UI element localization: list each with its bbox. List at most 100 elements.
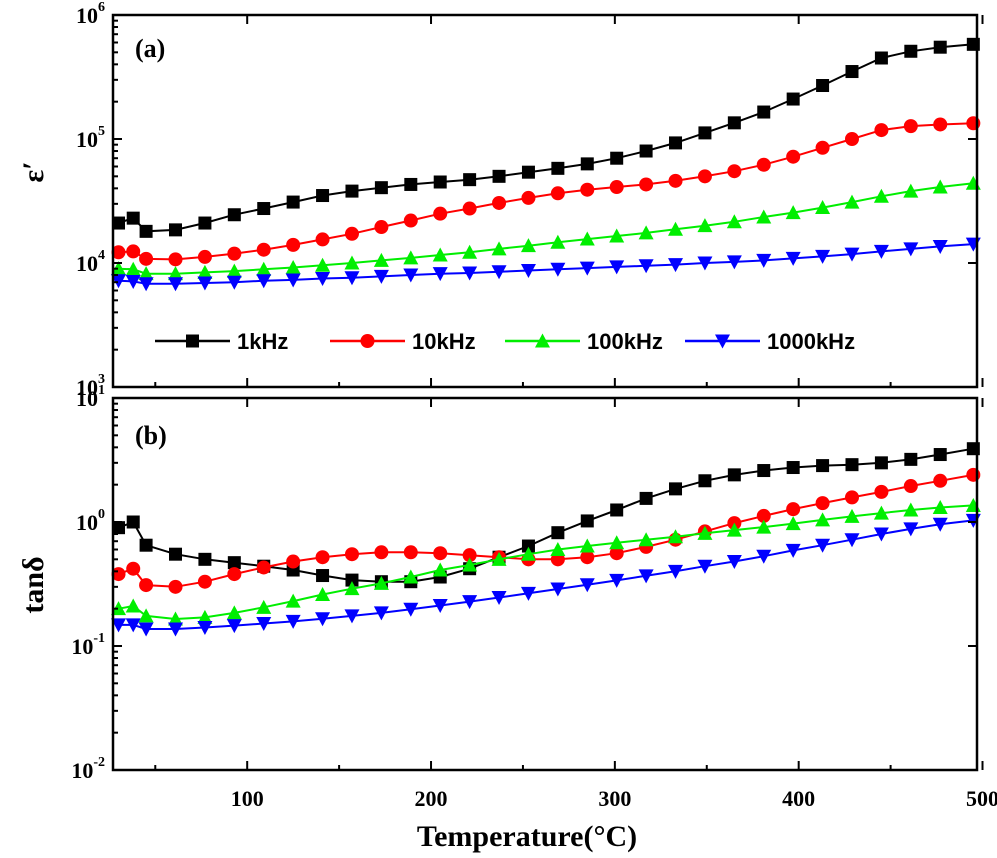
data-point-a-1kHz-12 <box>433 175 447 189</box>
data-point-b-10kHz-29 <box>933 473 948 488</box>
data-point-a-100kHz-23 <box>756 209 772 224</box>
data-point-b-1000kHz-12 <box>432 599 448 614</box>
y-tick-label-b-2: 100 <box>76 507 105 535</box>
data-point-a-100kHz-6 <box>256 261 272 276</box>
x-tick-label-300: 300 <box>598 786 631 811</box>
data-point-a-1kHz-25 <box>816 79 830 93</box>
legend-label-10kHz: 10kHz <box>412 329 476 354</box>
data-point-b-100kHz-17 <box>579 538 595 553</box>
data-point-a-1000kHz-9 <box>344 271 360 286</box>
data-point-b-100kHz-2 <box>138 608 154 623</box>
series-line-b-1kHz <box>118 447 974 583</box>
data-point-a-1000kHz-6 <box>256 274 272 289</box>
data-point-b-1000kHz-21 <box>697 559 713 574</box>
data-point-b-1000kHz-2 <box>138 622 154 637</box>
data-point-a-1000kHz-11 <box>403 268 419 283</box>
data-point-a-10kHz-25 <box>815 140 830 155</box>
panel-a-label: (a) <box>135 34 165 63</box>
data-point-a-1kHz-22 <box>727 116 741 130</box>
data-point-a-1kHz-17 <box>580 157 594 171</box>
data-point-b-1kHz-23 <box>757 464 771 478</box>
data-point-b-1000kHz-14 <box>491 591 507 606</box>
data-point-b-1000kHz-24 <box>785 543 801 558</box>
data-point-a-100kHz-8 <box>315 257 331 272</box>
data-point-a-10kHz-20 <box>668 173 683 188</box>
data-point-b-1kHz-26 <box>845 458 859 472</box>
data-point-a-10kHz-5 <box>227 246 242 261</box>
data-point-b-100kHz-25 <box>815 512 831 527</box>
data-point-a-1000kHz-20 <box>668 258 684 273</box>
data-point-b-1000kHz-4 <box>197 620 213 635</box>
data-point-a-100kHz-4 <box>197 264 213 279</box>
data-point-b-100kHz-28 <box>903 502 919 517</box>
data-point-b-1kHz-9 <box>345 573 359 587</box>
data-point-a-1000kHz-25 <box>815 249 831 264</box>
series-line-a-10kHz <box>118 122 974 261</box>
data-point-b-10kHz-5 <box>227 567 242 582</box>
data-point-a-1kHz-14 <box>492 169 506 183</box>
data-point-a-100kHz-15 <box>520 238 536 253</box>
data-point-a-1000kHz-16 <box>550 262 566 277</box>
data-point-a-10kHz-2 <box>139 251 154 266</box>
data-point-a-1kHz-24 <box>786 92 800 106</box>
y-tick-label-b-3: 101 <box>76 383 105 411</box>
data-point-b-1kHz-21 <box>698 474 712 488</box>
data-point-b-1000kHz-22 <box>726 555 742 570</box>
data-point-a-1kHz-23 <box>757 105 771 119</box>
series-b-1000kHz <box>111 513 981 637</box>
data-point-b-1kHz-25 <box>816 459 830 473</box>
data-point-a-1000kHz-22 <box>726 255 742 270</box>
data-point-b-1kHz-15 <box>521 539 535 553</box>
data-point-b-100kHz-29 <box>932 499 948 514</box>
data-point-b-100kHz-3 <box>168 611 184 626</box>
data-point-a-1000kHz-8 <box>315 271 331 286</box>
data-point-a-1000kHz-26 <box>844 247 860 262</box>
data-point-b-10kHz-3 <box>168 579 183 594</box>
data-point-a-100kHz-26 <box>844 194 860 209</box>
data-point-b-10kHz-27 <box>874 484 889 499</box>
panel-b: 10-2 10-1 100 101 (b) tanδ 100 200 300 400 500 <box>17 383 997 811</box>
data-point-b-1kHz-16 <box>551 526 565 540</box>
data-point-a-10kHz-7 <box>286 237 301 252</box>
data-point-b-1kHz-5 <box>227 556 241 570</box>
data-point-a-1kHz-19 <box>639 144 653 158</box>
data-point-a-1000kHz-13 <box>462 266 478 281</box>
data-point-a-100kHz-29 <box>932 179 948 194</box>
data-point-a-10kHz-3 <box>168 252 183 267</box>
panel-a: 103 104 105 106 (a) ε′ 1kHz 10kHz 100kHz 1000k… <box>17 0 984 400</box>
data-point-a-10kHz-28 <box>903 119 918 134</box>
data-point-a-100kHz-12 <box>432 247 448 262</box>
legend-label-1000kHz: 1000kHz <box>767 329 855 354</box>
data-point-b-100kHz-18 <box>609 535 625 550</box>
data-point-a-10kHz-6 <box>256 242 271 257</box>
series-a-1kHz <box>112 37 980 238</box>
data-point-a-100kHz-14 <box>491 241 507 256</box>
data-point-a-1kHz-4 <box>198 216 212 230</box>
data-point-a-1000kHz-5 <box>226 275 242 290</box>
data-point-b-1000kHz-16 <box>550 582 566 597</box>
data-point-a-10kHz-10 <box>374 220 389 235</box>
data-point-a-1000kHz-7 <box>285 273 301 288</box>
y-tick-label-a-0: 103 <box>76 372 105 400</box>
legend-label-100kHz: 100kHz <box>587 329 663 354</box>
data-point-b-10kHz-25 <box>815 496 830 511</box>
data-point-b-10kHz-24 <box>786 502 801 517</box>
series-a-10kHz <box>111 116 981 267</box>
data-point-a-1000kHz-27 <box>873 244 889 259</box>
data-point-a-1kHz-11 <box>404 177 418 191</box>
data-point-b-1000kHz-25 <box>815 538 831 553</box>
panel-b-label: (b) <box>135 421 167 450</box>
data-point-a-10kHz-23 <box>756 157 771 172</box>
series-a-1000kHz <box>111 237 981 292</box>
data-point-a-10kHz-15 <box>521 190 536 205</box>
data-point-a-10kHz-9 <box>344 226 359 241</box>
data-point-a-100kHz-17 <box>579 231 595 246</box>
legend-marker-1000kHz <box>715 334 730 349</box>
panel-a-ylabel: ε′ <box>17 161 50 182</box>
legend-item-100kHz: 100kHz <box>505 329 663 354</box>
data-point-b-1000kHz-10 <box>373 606 389 621</box>
data-point-b-1kHz-4 <box>198 552 212 566</box>
data-point-b-10kHz-23 <box>756 508 771 523</box>
data-point-b-1000kHz-15 <box>520 586 536 601</box>
data-point-b-10kHz-8 <box>315 550 330 565</box>
